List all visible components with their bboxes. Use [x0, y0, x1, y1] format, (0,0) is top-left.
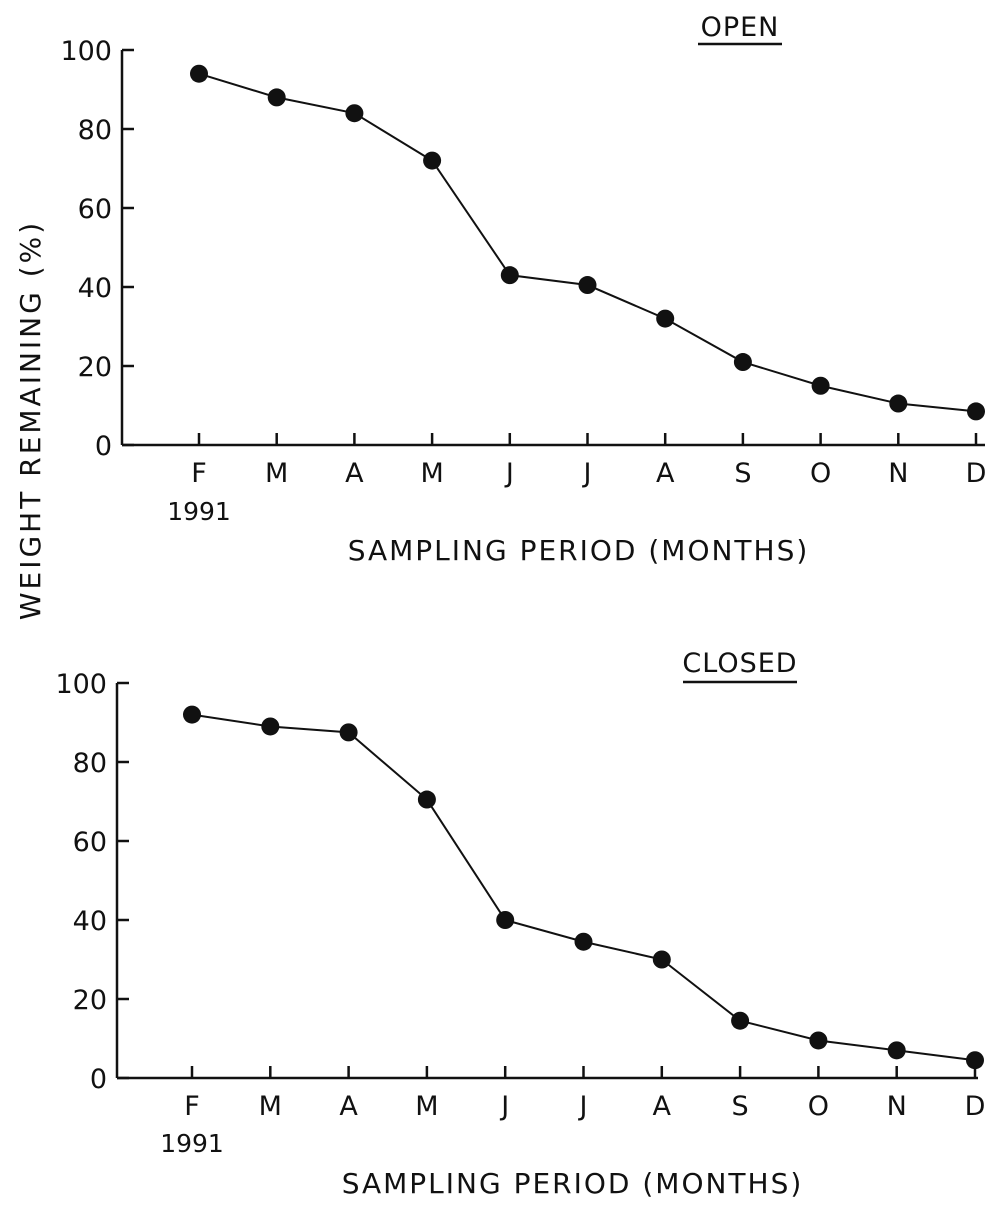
x-tick-label-closed: J — [578, 1091, 588, 1122]
y-tick-label-closed: 100 — [55, 669, 107, 700]
x-tick-label-open: S — [734, 458, 751, 489]
x-tick-label-closed: O — [808, 1091, 829, 1122]
chart-closed-panel: 0 20 40 60 80 100 F M A M J J A S O N D 1991 SAMPLING PERI… — [55, 648, 985, 1200]
data-point-open — [967, 402, 985, 421]
data-point-open — [267, 88, 286, 107]
x-tick-label-open: M — [265, 458, 288, 489]
y-tick-label-closed: 60 — [73, 827, 107, 858]
data-point-closed — [183, 705, 201, 724]
year-label-closed: 1991 — [160, 1129, 224, 1158]
series-line-open — [198, 72, 977, 413]
y-tick-label-open: 80 — [78, 115, 112, 146]
data-point-closed — [417, 790, 436, 809]
x-axis-label-closed: SAMPLING PERIOD (MONTHS) — [342, 1167, 804, 1200]
series-line-closed — [191, 713, 976, 1062]
x-axis-label-open: SAMPLING PERIOD (MONTHS) — [348, 534, 810, 567]
y-tick-label-open: 0 — [95, 431, 112, 462]
year-label-open: 1991 — [167, 497, 231, 526]
y-tick-label-closed: 20 — [73, 985, 107, 1016]
x-tick-label-open: D — [966, 458, 987, 489]
x-tick-label-closed: A — [339, 1091, 358, 1122]
data-point-open — [733, 353, 752, 372]
y-tick-label-open: 60 — [78, 194, 112, 225]
x-tick-label-open: O — [810, 458, 831, 489]
data-point-open — [578, 276, 597, 295]
data-point-closed — [652, 950, 671, 969]
data-point-closed — [887, 1041, 906, 1060]
x-tick-label-open: N — [888, 458, 908, 489]
data-point-closed — [574, 932, 593, 951]
x-tick-label-closed: M — [259, 1091, 282, 1122]
x-tick-label-open: M — [420, 458, 443, 489]
data-point-closed — [261, 717, 280, 736]
x-tick-label-closed: F — [184, 1091, 200, 1122]
data-point-closed — [731, 1011, 750, 1030]
data-point-open — [190, 64, 208, 83]
data-point-closed — [496, 911, 515, 929]
data-point-open — [811, 376, 830, 395]
y-tick-label-closed: 0 — [90, 1064, 107, 1095]
data-point-open — [889, 394, 908, 413]
data-point-closed — [339, 723, 358, 742]
x-tick-label-open: J — [504, 458, 514, 489]
x-tick-label-open: J — [582, 458, 592, 489]
data-point-open — [500, 266, 519, 285]
x-tick-label-closed: A — [653, 1091, 672, 1122]
data-point-closed — [809, 1031, 828, 1050]
data-point-open — [423, 151, 442, 170]
panel-title-closed: CLOSED — [682, 648, 797, 679]
data-point-open — [656, 309, 675, 328]
y-tick-label-closed: 80 — [73, 748, 107, 779]
x-tick-label-open: A — [656, 458, 675, 489]
y-tick-label-open: 100 — [60, 36, 112, 67]
x-tick-label-closed: M — [415, 1091, 438, 1122]
data-point-closed — [966, 1051, 984, 1070]
x-tick-label-closed: N — [887, 1091, 907, 1122]
y-tick-label-open: 40 — [78, 273, 112, 304]
x-tick-label-closed: D — [965, 1091, 986, 1122]
x-tick-label-open: A — [345, 458, 364, 489]
y-tick-label-open: 20 — [78, 352, 112, 383]
data-point-open — [345, 104, 364, 123]
x-tick-label-closed: J — [499, 1091, 509, 1122]
y-axis-label: WEIGHT REMAINING (%) — [14, 220, 47, 620]
x-tick-label-closed: S — [732, 1091, 749, 1122]
chart-open-panel: 0 20 40 60 80 100 F M A M J J A S O N D 1991 SAMPLING PERI… — [60, 12, 986, 567]
x-tick-label-open: F — [191, 458, 207, 489]
panel-title-open: OPEN — [701, 12, 780, 43]
y-tick-label-closed: 40 — [73, 906, 107, 937]
